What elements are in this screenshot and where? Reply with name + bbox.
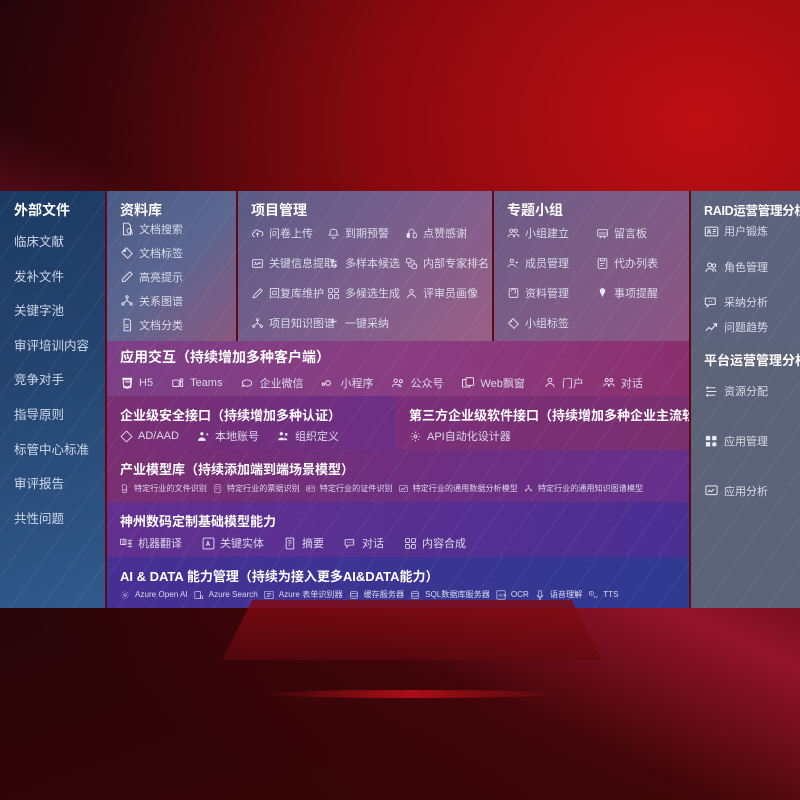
svg-text:BBS: BBS (599, 231, 607, 235)
svg-text:TTS: TTS (594, 595, 599, 599)
svg-text:译: 译 (122, 539, 126, 544)
svg-text:OCR: OCR (498, 593, 506, 597)
